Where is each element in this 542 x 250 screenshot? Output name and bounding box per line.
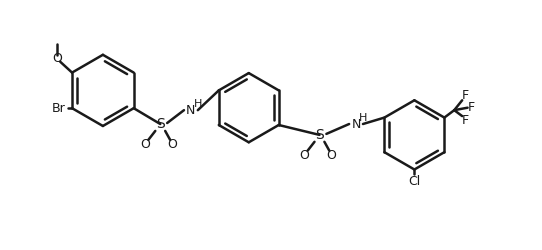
Text: O: O [300, 149, 309, 162]
Text: N: N [186, 104, 196, 117]
Text: S: S [156, 117, 165, 131]
Text: O: O [140, 138, 150, 151]
Text: H: H [359, 112, 367, 122]
Text: N: N [351, 118, 361, 130]
Text: F: F [462, 114, 469, 126]
Text: Br: Br [52, 102, 66, 115]
Text: H: H [194, 99, 203, 109]
Text: Cl: Cl [408, 175, 421, 188]
Text: O: O [52, 52, 62, 65]
Text: S: S [315, 128, 324, 142]
Text: F: F [468, 101, 475, 114]
Text: O: O [326, 149, 336, 162]
Text: O: O [167, 138, 177, 151]
Text: F: F [462, 89, 469, 102]
